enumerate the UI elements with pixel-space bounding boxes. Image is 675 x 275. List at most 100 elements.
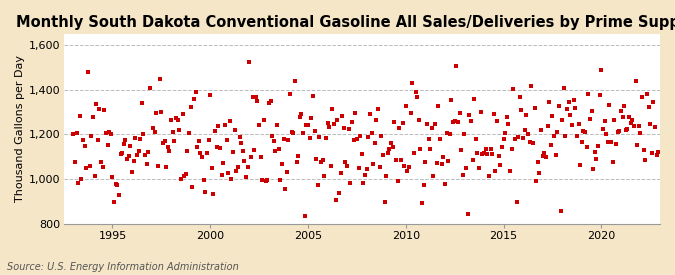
Point <box>418 183 429 187</box>
Point <box>127 170 138 175</box>
Point <box>184 131 194 136</box>
Point <box>533 160 543 164</box>
Point <box>269 139 279 143</box>
Point <box>545 143 556 148</box>
Point <box>550 153 561 157</box>
Point <box>257 178 268 183</box>
Point <box>119 141 130 146</box>
Point <box>450 119 460 123</box>
Point <box>208 191 219 196</box>
Point <box>338 126 349 130</box>
Point <box>361 166 372 171</box>
Point <box>521 113 532 117</box>
Point <box>576 140 587 144</box>
Point <box>148 125 159 130</box>
Point <box>482 152 493 156</box>
Point <box>352 136 362 141</box>
Point <box>221 138 232 142</box>
Point <box>544 100 555 104</box>
Point <box>651 153 662 158</box>
Point <box>560 134 571 138</box>
Point <box>603 140 614 144</box>
Point <box>415 147 426 151</box>
Point <box>104 130 115 134</box>
Point <box>384 146 395 151</box>
Point <box>412 95 423 99</box>
Point <box>630 79 641 83</box>
Point <box>489 112 500 116</box>
Point <box>466 119 477 123</box>
Point <box>632 142 643 147</box>
Point <box>500 131 510 136</box>
Point <box>322 120 333 125</box>
Point <box>557 117 568 122</box>
Point <box>230 127 240 132</box>
Point <box>281 170 292 174</box>
Point <box>255 155 266 160</box>
Point <box>306 116 317 120</box>
Point <box>635 130 646 135</box>
Point <box>151 111 162 115</box>
Point <box>109 200 119 204</box>
Point <box>283 138 294 142</box>
Point <box>408 151 419 155</box>
Point <box>143 150 154 154</box>
Point <box>80 144 90 148</box>
Point <box>301 123 312 128</box>
Point <box>156 109 167 114</box>
Point <box>391 158 402 163</box>
Point <box>262 178 273 182</box>
Point <box>633 123 644 128</box>
Point <box>125 144 136 148</box>
Point <box>302 123 313 127</box>
Point <box>611 142 622 146</box>
Point <box>176 177 186 182</box>
Point <box>164 149 175 154</box>
Point <box>350 111 360 115</box>
Point <box>375 164 385 169</box>
Point <box>290 79 300 83</box>
Point <box>112 183 123 187</box>
Point <box>549 133 560 138</box>
Point <box>420 160 431 165</box>
Point <box>271 122 282 127</box>
Point <box>539 151 549 155</box>
Point <box>498 136 509 141</box>
Point <box>518 135 529 140</box>
Point <box>250 95 261 99</box>
Point <box>293 154 304 158</box>
Point <box>180 172 191 177</box>
Point <box>379 199 390 204</box>
Point <box>149 130 160 135</box>
Point <box>526 84 537 88</box>
Point <box>470 137 481 141</box>
Point <box>505 169 516 173</box>
Point <box>141 161 152 166</box>
Point <box>514 95 525 99</box>
Point <box>513 135 524 139</box>
Point <box>394 125 405 130</box>
Point <box>593 144 603 148</box>
Point <box>348 138 359 142</box>
Point <box>460 166 471 170</box>
Point <box>536 128 547 132</box>
Point <box>157 141 168 145</box>
Point <box>562 106 572 111</box>
Point <box>578 129 589 133</box>
Point <box>97 165 108 169</box>
Point <box>410 90 421 94</box>
Point <box>113 193 124 197</box>
Point <box>161 165 171 169</box>
Point <box>280 187 291 191</box>
Point <box>319 174 329 178</box>
Point <box>286 129 297 134</box>
Point <box>182 149 193 153</box>
Point <box>346 120 357 124</box>
Point <box>202 151 213 155</box>
Point <box>456 148 466 153</box>
Point <box>314 135 325 140</box>
Point <box>572 133 583 138</box>
Y-axis label: Thousand Gallons per Day: Thousand Gallons per Day <box>15 55 25 202</box>
Point <box>399 164 410 168</box>
Point <box>479 151 489 156</box>
